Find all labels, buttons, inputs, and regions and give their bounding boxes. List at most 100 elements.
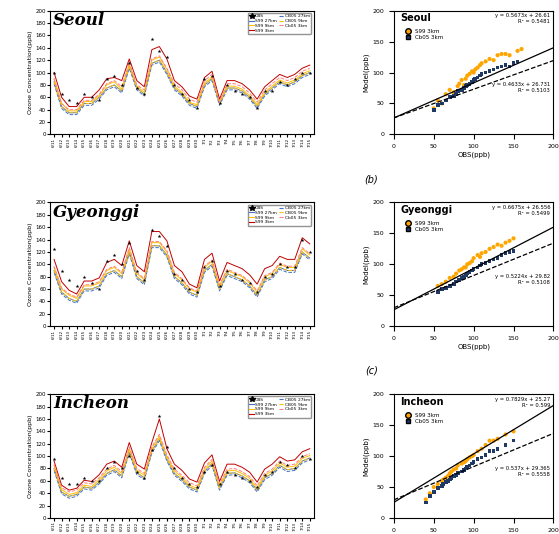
Cb05 3km [493, 444, 502, 453]
S99 3km [457, 76, 466, 84]
Cb05 3km [459, 466, 468, 474]
Point [275, 260, 284, 269]
Point [132, 467, 141, 476]
Point [215, 282, 224, 290]
Y-axis label: Ozone Concentration(ppb): Ozone Concentration(ppb) [28, 223, 33, 306]
Point [125, 59, 134, 67]
S99 3km [463, 260, 472, 269]
Point [163, 443, 172, 451]
Cb05 3km [444, 476, 453, 485]
Point [72, 282, 81, 290]
Cb05 3km [489, 65, 498, 74]
S99 3km [505, 237, 514, 245]
Cb05 3km [489, 447, 498, 456]
S99 3km [489, 243, 498, 252]
Cb05 3km [473, 455, 482, 464]
Cb05 3km [509, 59, 518, 67]
Point [200, 263, 209, 272]
Point [275, 458, 284, 467]
Cb05 3km [453, 87, 462, 96]
Cb05 3km [463, 462, 472, 471]
S99 3km [445, 85, 454, 94]
Point [102, 257, 111, 265]
S99 3km [481, 248, 490, 256]
Text: y = 0.4633x + 26.731
R² = 0.5103: y = 0.4633x + 26.731 R² = 0.5103 [492, 82, 550, 93]
S99 3km [501, 430, 510, 439]
S99 3km [449, 466, 458, 474]
S99 3km [481, 441, 490, 449]
S99 3km [461, 74, 470, 83]
Point [177, 474, 186, 482]
S99 3km [489, 436, 498, 445]
Cb05 3km [461, 271, 470, 280]
S99 3km [463, 455, 472, 464]
S99 3km [469, 68, 478, 77]
S99 3km [441, 474, 450, 482]
Cb05 3km [469, 76, 478, 84]
Cb05 3km [459, 84, 468, 92]
Point [222, 81, 231, 89]
S99 3km [497, 241, 506, 250]
Text: (c): (c) [365, 366, 378, 376]
Point [283, 81, 292, 89]
Point [283, 263, 292, 272]
S99 3km [429, 483, 438, 491]
Point [65, 276, 74, 284]
S99 3km [455, 266, 464, 275]
S99 3km [455, 80, 464, 88]
S99 3km [477, 249, 486, 257]
Point [268, 269, 277, 278]
Point [117, 81, 126, 89]
S99 3km [449, 272, 458, 281]
Point [117, 464, 126, 473]
S99 3km [453, 82, 462, 90]
Cb05 3km [441, 96, 450, 105]
Point [283, 461, 292, 470]
Point [238, 90, 247, 98]
S99 3km [501, 50, 510, 58]
Point [192, 483, 201, 491]
S99 3km [476, 253, 485, 261]
Cb05 3km [452, 470, 461, 479]
Cb05 3km [449, 472, 458, 480]
Point [50, 245, 59, 253]
Cb05 3km [469, 458, 478, 467]
Point [215, 99, 224, 108]
Cb05 3km [481, 451, 490, 459]
Point [80, 272, 89, 281]
Cb05 3km [457, 85, 466, 94]
Point [57, 90, 66, 98]
Point [140, 90, 149, 98]
Point [155, 232, 164, 241]
Cb05 3km [455, 276, 464, 284]
S99 3km [493, 435, 502, 443]
Cb05 3km [467, 77, 476, 86]
Cb05 3km [445, 282, 454, 290]
Cb05 3km [476, 261, 485, 270]
S99 3km [461, 263, 470, 272]
S99 3km [469, 451, 478, 459]
S99 3km [485, 245, 494, 253]
Cb05 3km [493, 64, 502, 72]
Text: Seoul: Seoul [400, 13, 431, 23]
Point [125, 238, 134, 247]
Text: Seoul: Seoul [53, 12, 105, 29]
Cb05 3km [465, 461, 474, 470]
Point [290, 263, 299, 272]
Cb05 3km [429, 105, 438, 114]
Y-axis label: Ozone Concentration(ppb): Ozone Concentration(ppb) [28, 414, 33, 498]
S99 3km [469, 254, 478, 262]
Point [298, 68, 307, 77]
Point [72, 480, 81, 488]
Cb05 3km [473, 263, 482, 272]
S99 3km [465, 259, 474, 268]
Cb05 3km [489, 255, 498, 264]
Point [222, 266, 231, 275]
Cb05 3km [452, 90, 461, 98]
Y-axis label: Ozone Concentration(ppb): Ozone Concentration(ppb) [28, 31, 33, 114]
Cb05 3km [439, 480, 448, 488]
Point [102, 74, 111, 83]
Point [305, 68, 314, 77]
S99 3km [433, 282, 442, 290]
Point [268, 467, 277, 476]
